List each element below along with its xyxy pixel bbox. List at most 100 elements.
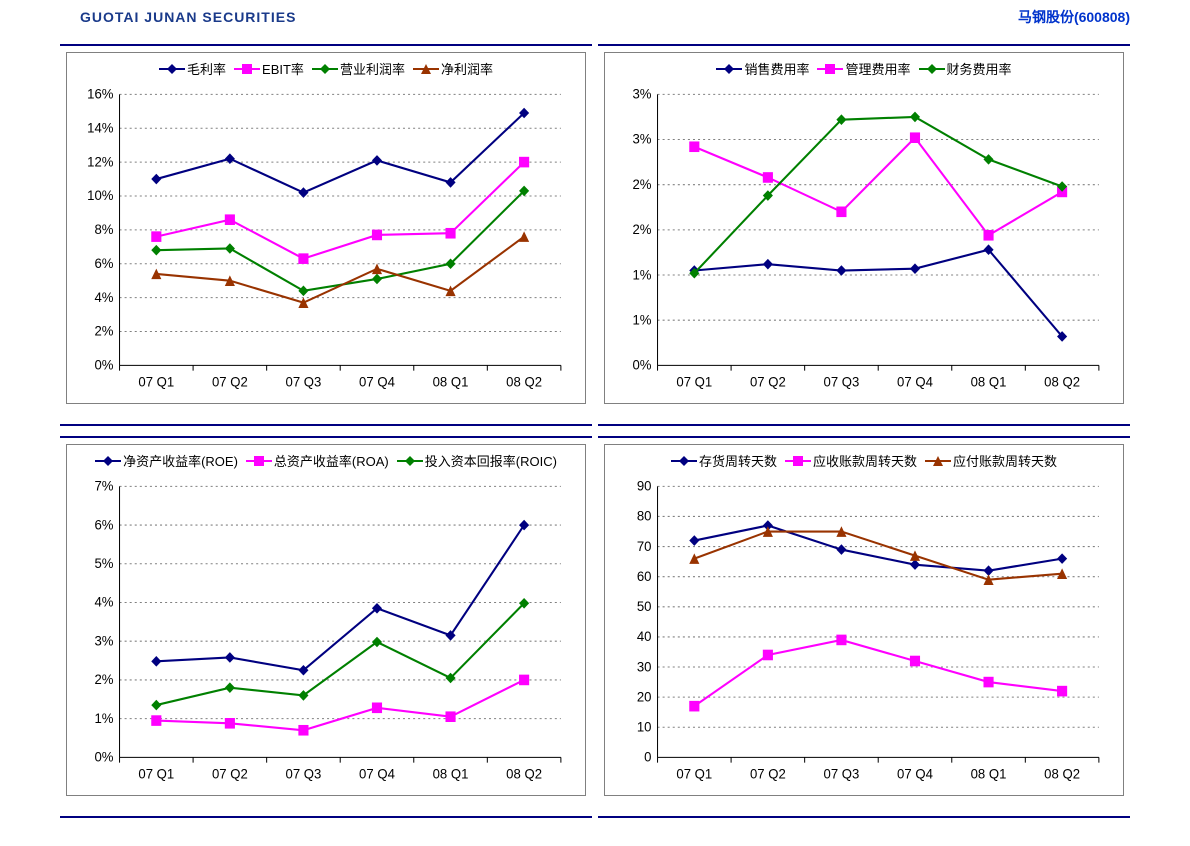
legend-item: 销售费用率 bbox=[716, 59, 809, 78]
data-point bbox=[372, 703, 382, 714]
data-point bbox=[763, 650, 773, 661]
y-tick-label: 0% bbox=[94, 749, 113, 764]
y-tick-label: 2% bbox=[632, 177, 651, 192]
brand-text: GUOTAI JUNAN SECURITIES bbox=[80, 9, 296, 25]
x-tick-label: 07 Q4 bbox=[897, 766, 933, 781]
data-point bbox=[1057, 686, 1067, 697]
legend-item: 投入资本回报率(ROIC) bbox=[397, 451, 557, 470]
legend: 销售费用率 管理费用率 财务费用率 bbox=[605, 53, 1123, 84]
header: GUOTAI JUNAN SECURITIES 马钢股份(600808) bbox=[0, 0, 1190, 34]
x-tick-label: 07 Q2 bbox=[750, 374, 786, 389]
data-point bbox=[910, 263, 920, 274]
y-tick-label: 1% bbox=[632, 267, 651, 282]
data-point bbox=[151, 656, 161, 667]
data-point bbox=[910, 559, 920, 570]
data-point bbox=[298, 725, 308, 736]
series-line bbox=[694, 250, 1062, 337]
data-point bbox=[151, 715, 161, 726]
chart-cell-returns: 净资产收益率(ROE)总资产收益率(ROA)投入资本回报率(ROIC)0%1%2… bbox=[60, 436, 592, 818]
data-point bbox=[519, 231, 529, 242]
y-tick-label: 2% bbox=[94, 323, 113, 338]
y-tick-label: 0 bbox=[644, 749, 651, 764]
legend: 毛利率EBIT率营业利润率净利润率 bbox=[67, 53, 585, 84]
data-point bbox=[151, 700, 161, 711]
x-tick-label: 08 Q2 bbox=[1044, 766, 1080, 781]
y-tick-label: 3% bbox=[632, 88, 651, 102]
legend: 净资产收益率(ROE)总资产收益率(ROA)投入资本回报率(ROIC) bbox=[67, 445, 585, 476]
legend-label: 财务费用率 bbox=[947, 59, 1012, 78]
y-tick-label: 14% bbox=[87, 120, 113, 135]
x-tick-label: 08 Q2 bbox=[506, 374, 542, 389]
data-point bbox=[445, 711, 455, 722]
legend-label: 净利润率 bbox=[441, 59, 493, 78]
y-tick-label: 30 bbox=[637, 659, 652, 674]
y-tick-label: 1% bbox=[632, 312, 651, 327]
y-tick-label: 8% bbox=[94, 222, 113, 237]
x-tick-label: 07 Q3 bbox=[286, 374, 322, 389]
y-tick-label: 0% bbox=[94, 357, 113, 372]
x-tick-label: 07 Q3 bbox=[824, 766, 860, 781]
plot-area: 0%1%1%2%2%3%3%07 Q107 Q207 Q307 Q408 Q10… bbox=[613, 88, 1109, 395]
y-tick-label: 2% bbox=[94, 672, 113, 687]
x-tick-label: 07 Q1 bbox=[676, 374, 712, 389]
data-point bbox=[225, 243, 235, 254]
x-tick-label: 08 Q1 bbox=[971, 766, 1007, 781]
y-tick-label: 3% bbox=[632, 131, 651, 146]
legend-label: 应付账款周转天数 bbox=[953, 451, 1057, 470]
series-line bbox=[156, 191, 524, 291]
data-point bbox=[983, 154, 993, 165]
data-point bbox=[763, 259, 773, 270]
data-point bbox=[689, 553, 699, 564]
data-point bbox=[298, 253, 308, 264]
legend-item: 毛利率 bbox=[159, 59, 226, 78]
legend-item: 应付账款周转天数 bbox=[925, 451, 1057, 470]
y-tick-label: 12% bbox=[87, 154, 113, 169]
chart-grid: 毛利率EBIT率营业利润率净利润率0%2%4%6%8%10%12%14%16%0… bbox=[0, 34, 1190, 828]
chart-cell-turnover: 存货周转天数应收账款周转天数应付账款周转天数010203040506070809… bbox=[598, 436, 1130, 818]
legend-label: 总资产收益率(ROA) bbox=[274, 451, 389, 470]
series-line bbox=[694, 138, 1062, 236]
x-tick-label: 08 Q1 bbox=[433, 374, 469, 389]
data-point bbox=[298, 286, 308, 297]
x-tick-label: 07 Q1 bbox=[138, 374, 174, 389]
series-line bbox=[156, 525, 524, 670]
x-tick-label: 07 Q4 bbox=[359, 374, 395, 389]
data-point bbox=[372, 274, 382, 285]
x-tick-label: 07 Q2 bbox=[750, 766, 786, 781]
x-tick-label: 07 Q1 bbox=[138, 766, 174, 781]
data-point bbox=[836, 265, 846, 276]
series-line bbox=[694, 525, 1062, 570]
data-point bbox=[983, 677, 993, 688]
legend-item: 管理费用率 bbox=[817, 59, 910, 78]
legend-label: 管理费用率 bbox=[845, 59, 910, 78]
x-tick-label: 07 Q2 bbox=[212, 374, 248, 389]
y-tick-label: 10% bbox=[87, 188, 113, 203]
y-tick-label: 3% bbox=[94, 633, 113, 648]
legend-label: 存货周转天数 bbox=[699, 451, 777, 470]
legend-label: 销售费用率 bbox=[744, 59, 809, 78]
data-point bbox=[372, 155, 382, 166]
x-tick-label: 07 Q4 bbox=[359, 766, 395, 781]
x-tick-label: 07 Q3 bbox=[824, 374, 860, 389]
x-tick-label: 07 Q3 bbox=[286, 766, 322, 781]
x-tick-label: 08 Q2 bbox=[506, 766, 542, 781]
y-tick-label: 70 bbox=[637, 539, 652, 554]
y-tick-label: 20 bbox=[637, 689, 652, 704]
data-point bbox=[151, 174, 161, 185]
stock-code: 马钢股份(600808) bbox=[1018, 7, 1130, 27]
data-point bbox=[910, 656, 920, 667]
legend-label: 营业利润率 bbox=[340, 59, 405, 78]
series-line bbox=[156, 680, 524, 730]
plot-area: 0%2%4%6%8%10%12%14%16%07 Q107 Q207 Q307 … bbox=[75, 88, 571, 395]
x-tick-label: 08 Q2 bbox=[1044, 374, 1080, 389]
data-point bbox=[689, 141, 699, 152]
legend-label: 毛利率 bbox=[187, 59, 226, 78]
y-tick-label: 16% bbox=[87, 88, 113, 102]
y-tick-label: 7% bbox=[94, 480, 113, 494]
y-tick-label: 4% bbox=[94, 594, 113, 609]
data-point bbox=[763, 172, 773, 183]
chart-cell-expense: 销售费用率管理费用率财务费用率0%1%1%2%2%3%3%07 Q107 Q20… bbox=[598, 44, 1130, 426]
x-tick-label: 07 Q1 bbox=[676, 766, 712, 781]
data-point bbox=[836, 635, 846, 646]
data-point bbox=[519, 675, 529, 686]
